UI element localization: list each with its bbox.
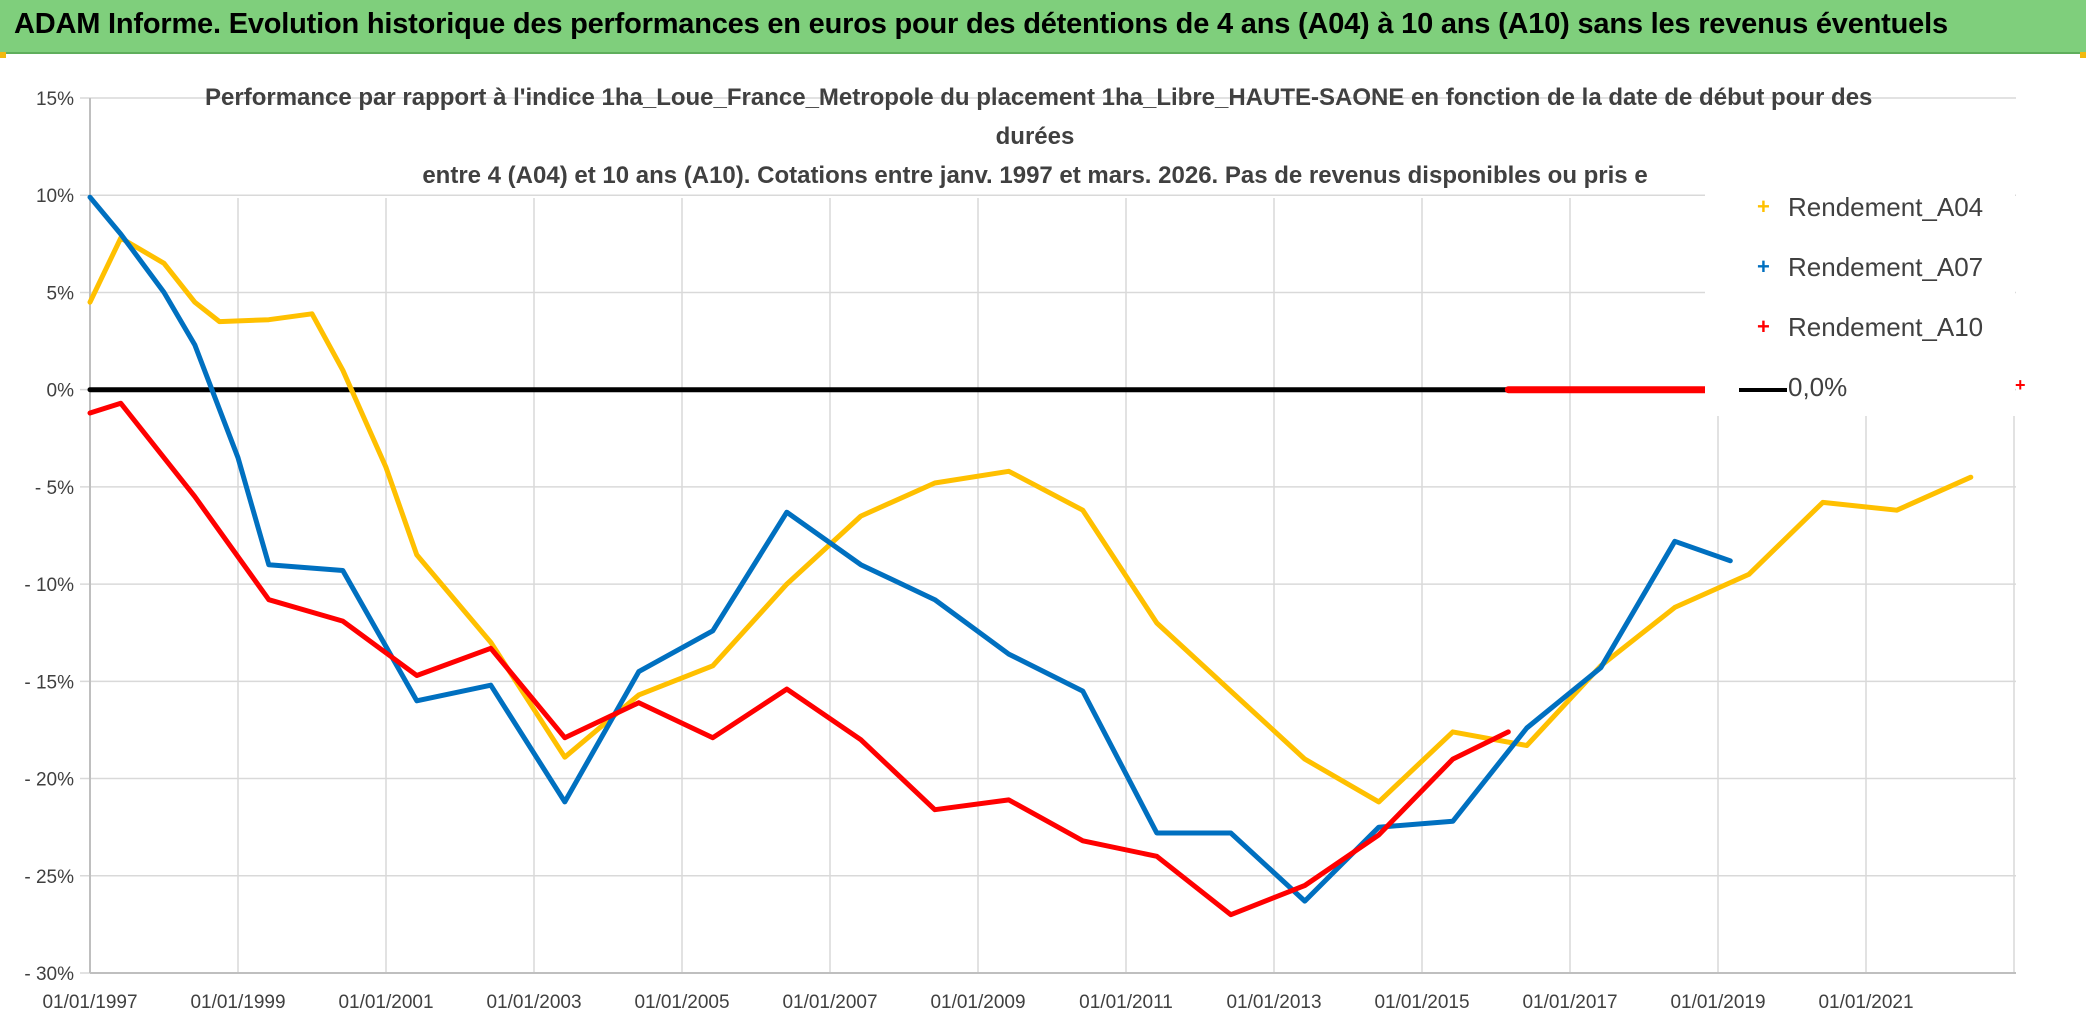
banner: ADAM Informe. Evolution historique des p… [0,0,2086,54]
x-tick-label: 01/01/2013 [1226,992,1321,1013]
y-tick-label: - 30% [24,964,74,985]
legend-item-a07: + Rendement_A07 [1705,248,2015,288]
x-tick-label: 01/01/1999 [190,992,285,1013]
legend-line-zero [1739,388,1787,392]
chart-title-line-1: Performance par rapport à l'indice 1ha_L… [205,84,1873,111]
legend-item-a10: + Rendement_A10 [1705,308,2015,348]
y-tick-label: 5% [47,283,75,304]
x-tick-label: 01/01/2003 [486,992,581,1013]
legend: + Rendement_A04 + Rendement_A07 + Rendem… [1705,188,2026,416]
x-tick-label: 01/01/2021 [1818,992,1913,1013]
y-tick-label: - 25% [24,867,74,888]
y-tick-label: - 20% [24,770,74,791]
y-tick-label: - 15% [24,672,74,693]
corner-mark [2080,52,2086,58]
legend-marker-a10: + [1757,314,1770,339]
x-tick-label: 01/01/2009 [930,992,1025,1013]
series-line-a07 [87,194,1733,904]
chart-title: Performance par rapport à l'indice 1ha_L… [205,78,1873,195]
x-tick-label: 01/01/2015 [1374,992,1469,1013]
chart-title-line-2: durées [995,123,1075,150]
legend-marker-a07: + [1757,254,1770,279]
x-tick-label: 01/01/2011 [1079,992,1173,1013]
banner-title: ADAM Informe. Evolution historique des p… [14,8,1948,40]
legend-marker-extra: + [2015,375,2026,395]
x-tick-label: 01/01/2001 [338,992,433,1013]
y-tick-label: - 5% [35,478,74,499]
x-tick-label: 01/01/1997 [42,992,137,1013]
legend-label-zero: 0,0% [1788,372,1848,402]
y-tick-label: 0% [47,381,75,402]
x-tick-label: 01/01/2005 [634,992,729,1013]
x-tick-label: 01/01/2019 [1670,992,1765,1013]
legend-label-a10: Rendement_A10 [1788,312,1984,342]
y-tick-label: 15% [36,89,74,110]
chart-title-line-3: entre 4 (A04) et 10 ans (A10). Cotations… [422,162,1648,189]
x-tick-label: 01/01/2007 [782,992,877,1013]
legend-label-a04: Rendement_A04 [1788,192,1984,222]
series-line-a10 [87,400,1511,918]
legend-item-zero: 0,0% + [1705,368,2026,408]
corner-mark [0,52,6,58]
x-tick-label: 01/01/2017 [1522,992,1617,1013]
legend-item-a04: + Rendement_A04 [1705,188,2015,228]
y-tick-label: 10% [36,186,74,207]
series-line-a04 [87,235,1974,805]
y-tick-label: - 10% [24,575,74,596]
legend-marker-a04: + [1757,194,1770,219]
legend-label-a07: Rendement_A07 [1788,252,1984,282]
